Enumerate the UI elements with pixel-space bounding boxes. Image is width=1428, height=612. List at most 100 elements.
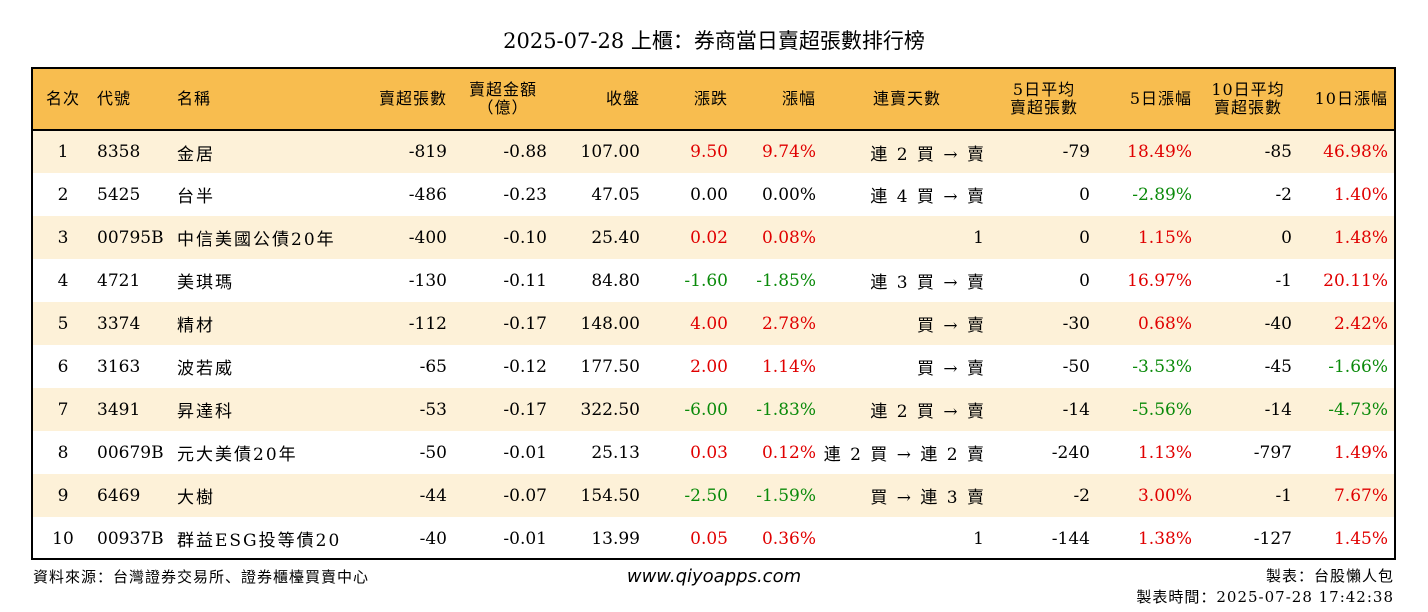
cell-pct10: -1.66% (1328, 356, 1388, 377)
header-pct: 漲幅 (734, 69, 822, 131)
table-row: 2 5425 台半 -486 -0.23 47.05 0.00 0.00% 連 4 買 → 賣 0… (33, 173, 1394, 216)
cell-sell-lots: -53 (419, 399, 447, 420)
cell-sell-amount: -0.07 (503, 485, 547, 506)
cell-name: 元大美債20年 (177, 445, 298, 465)
ranking-table: 名次 代號 名稱 賣超張數 賣超金額 （億） 收盤 漲跌 漲幅 連賣天數 5日平… (33, 69, 1394, 558)
cell-avg5: -144 (1051, 528, 1090, 549)
cell-change: -2.50 (684, 485, 728, 506)
cell-pct10: 20.11% (1323, 270, 1388, 291)
header-avg10-line1: 10日平均 (1211, 80, 1285, 99)
cell-consecutive-days: 連 2 買 → 賣 (870, 144, 986, 165)
website-link[interactable]: www.qiyoapps.com (626, 566, 802, 587)
cell-pct5: -3.53% (1132, 356, 1192, 377)
header-avg5: 5日平均 賣超張數 (992, 69, 1096, 131)
cell-code: 3491 (97, 399, 141, 420)
cell-consecutive-days: 連 2 買 → 賣 (870, 402, 986, 422)
cell-close: 322.50 (580, 399, 640, 420)
cell-avg5: 0 (1079, 184, 1090, 205)
cell-rank: 8 (57, 442, 69, 463)
table-row: 10 00937B 群益ESG投等債20 -40 -0.01 13.99 0.05 0.36%… (33, 517, 1394, 558)
cell-change: 9.50 (690, 142, 728, 162)
cell-sell-amount: -0.12 (503, 356, 547, 377)
footer-credits: 製表：台股懶人包 製表時間：2025-07-28 17:42:38 (1136, 566, 1394, 608)
cell-change: 4.00 (690, 313, 728, 334)
cell-code: 00795B (97, 227, 164, 248)
cell-rank: 9 (57, 485, 69, 506)
cell-pct5: 1.13% (1137, 442, 1192, 463)
cell-pct: 0.00% (761, 184, 816, 205)
cell-name: 波若威 (177, 359, 234, 379)
header-sell-amount-line2: （億） (477, 98, 529, 117)
cell-pct5: 0.68% (1137, 313, 1192, 334)
cell-sell-lots: -486 (408, 184, 447, 205)
cell-change: 0.02 (690, 227, 728, 248)
header-sell-lots: 賣超張數 (343, 69, 453, 131)
cell-rank: 1 (57, 142, 69, 162)
table-row: 1 8358 金居 -819 -0.88 107.00 9.50 9.74% 連 2 買 → 賣… (33, 130, 1394, 173)
cell-change: 0.00 (690, 184, 728, 205)
cell-sell-amount: -0.11 (503, 270, 547, 291)
cell-close: 13.99 (591, 528, 640, 549)
cell-avg5: -79 (1062, 142, 1090, 162)
cell-code: 4721 (97, 270, 141, 291)
header-code: 代號 (93, 69, 173, 131)
cell-avg5: -2 (1073, 485, 1090, 506)
cell-name: 中信美國公債20年 (177, 230, 336, 250)
cell-close: 47.05 (591, 184, 640, 205)
cell-name: 金居 (177, 144, 215, 165)
cell-pct: 0.12% (761, 442, 816, 463)
header-sell-amount: 賣超金額 （億） (453, 69, 553, 131)
cell-name: 昇達科 (177, 402, 234, 422)
cell-change: -6.00 (684, 399, 728, 420)
cell-sell-amount: -0.17 (503, 399, 547, 420)
cell-pct: -1.83% (756, 399, 816, 420)
cell-pct10: 1.48% (1333, 227, 1388, 248)
cell-consecutive-days: 連 3 買 → 賣 (870, 273, 986, 293)
cell-name: 精材 (177, 316, 215, 336)
cell-sell-amount: -0.17 (503, 313, 547, 334)
cell-code: 8358 (97, 142, 141, 162)
cell-consecutive-days: 連 2 買 → 連 2 賣 (823, 445, 986, 465)
cell-consecutive-days: 1 (973, 227, 986, 248)
cell-avg5: 0 (1079, 270, 1090, 291)
cell-pct10: 2.42% (1333, 313, 1388, 334)
cell-pct10: 46.98% (1323, 142, 1388, 162)
cell-avg10: -40 (1264, 313, 1292, 334)
header-close: 收盤 (553, 69, 646, 131)
cell-rank: 6 (57, 356, 69, 377)
cell-rank: 10 (52, 528, 74, 549)
cell-pct5: 18.49% (1127, 142, 1192, 162)
cell-sell-lots: -400 (408, 227, 447, 248)
cell-avg10: -797 (1253, 442, 1292, 463)
cell-code: 00679B (97, 442, 164, 463)
cell-avg5: -14 (1062, 399, 1090, 420)
cell-sell-lots: -819 (408, 142, 447, 162)
cell-pct5: 16.97% (1127, 270, 1192, 291)
cell-pct10: 1.49% (1333, 442, 1388, 463)
cell-name: 美琪瑪 (177, 273, 234, 293)
header-avg10-line2: 賣超張數 (1213, 98, 1282, 117)
cell-close: 107.00 (580, 142, 640, 162)
table-row: 8 00679B 元大美債20年 -50 -0.01 25.13 0.03 0.12% 連 2 … (33, 431, 1394, 474)
cell-pct5: -2.89% (1132, 184, 1192, 205)
cell-sell-amount: -0.01 (503, 528, 547, 549)
cell-consecutive-days: 買 → 賣 (916, 316, 986, 336)
cell-sell-lots: -50 (419, 442, 447, 463)
cell-change: 0.03 (690, 442, 728, 463)
cell-pct: -1.85% (756, 270, 816, 291)
author-credit: 製表：台股懶人包 (1265, 567, 1394, 585)
cell-pct: 1.14% (761, 356, 816, 377)
cell-consecutive-days: 買 → 賣 (916, 359, 986, 379)
header-name: 名稱 (173, 69, 343, 131)
table-row: 3 00795B 中信美國公債20年 -400 -0.10 25.40 0.02 0.08% 1… (33, 216, 1394, 259)
data-source: 資料來源：台灣證券交易所、證券櫃檯買賣中心 (33, 568, 370, 586)
cell-avg5: -50 (1062, 356, 1090, 377)
cell-sell-lots: -44 (419, 485, 447, 506)
cell-rank: 5 (57, 313, 69, 334)
cell-avg10: -127 (1253, 528, 1292, 549)
generated-time: 製表時間：2025-07-28 17:42:38 (1136, 588, 1394, 606)
table-row: 5 3374 精材 -112 -0.17 148.00 4.00 2.78% 買 → 賣 -30 0… (33, 302, 1394, 345)
cell-pct: 9.74% (761, 142, 816, 162)
header-rank: 名次 (33, 69, 93, 131)
cell-consecutive-days: 1 (973, 528, 986, 549)
